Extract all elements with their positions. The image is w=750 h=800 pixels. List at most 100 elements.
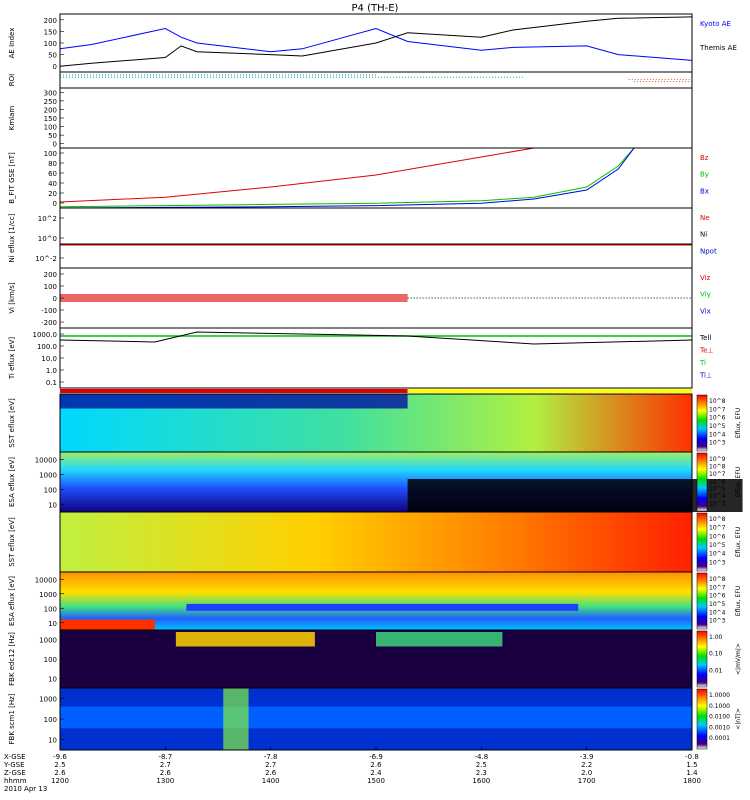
y-tick-label: 100 [44, 283, 57, 291]
colorbar-tick: 1.0000 [709, 692, 730, 699]
footer-value: -0.8 [685, 753, 699, 761]
legend-entry: Vix [700, 307, 711, 315]
footer-value: 2.0 [581, 769, 592, 777]
colorbar-tick: 10^4 [709, 493, 726, 500]
spectrogram-band [60, 706, 692, 729]
y-tick-label: 0 [53, 200, 57, 208]
footer-date: 2010 Apr 13 [4, 785, 47, 793]
y-tick-label: 200 [44, 106, 57, 114]
footer-time-value: 1600 [472, 777, 490, 785]
footer-value: 2.6 [370, 761, 382, 769]
y-axis-label-12: FBK scm1 [Hz] [8, 693, 16, 744]
colorbar-tick: 0.01 [709, 667, 723, 674]
y-tick-label: 100 [44, 716, 57, 724]
y-tick-label: 1000.0 [33, 331, 58, 339]
series-line-kyoto-ae [59, 27, 693, 61]
legend-entry: Kyoto AE [700, 20, 731, 28]
legend-entry: Tell [699, 334, 711, 342]
legend-entry: Npot [700, 247, 717, 255]
panel-frame-4 [59, 207, 693, 269]
panel-0: AE Index 0 50 100 150 200 Kyoto AE Themis AE [8, 13, 737, 73]
y-tick-label: 1000 [39, 591, 57, 599]
y-tick-label: -200 [41, 319, 57, 327]
y-tick-label: 200 [44, 17, 57, 25]
colorbar [696, 512, 708, 572]
y-tick-label: 150 [44, 115, 57, 123]
y-axis-label-9: SST eflux [eV] [8, 517, 16, 567]
quality-bar [60, 389, 692, 393]
series-line-by [59, 147, 635, 208]
y-tick-label: 100 [44, 124, 57, 132]
footer-value: 1.4 [686, 769, 698, 777]
colorbar-tick: 10^3 [709, 501, 726, 508]
colorbar-tick: 0.1000 [709, 703, 730, 710]
colorbar [696, 572, 708, 630]
spectrogram-fill [60, 512, 692, 572]
spectrogram-fill [60, 572, 692, 630]
colorbar-tick: 10^6 [709, 593, 726, 600]
colorbar [696, 688, 708, 750]
footer-time-value: 1500 [367, 777, 385, 785]
colorbar-tick: 10^5 [709, 486, 726, 493]
footer-time-value: 1700 [578, 777, 596, 785]
colorbar-tick: 10^6 [709, 478, 726, 485]
y-tick-label: 10 [48, 502, 57, 510]
series-line-tell [59, 331, 693, 345]
panel-6: Ti eflux [eV] 0.1 1.0 10.0 100.0 1000.0 Tell Te… [8, 327, 714, 389]
legend-entry: Bx [700, 187, 709, 195]
footer-value: 2.5 [54, 761, 65, 769]
footer-row-label: Y-GSE [3, 761, 25, 769]
footer-time-value: 1800 [683, 777, 701, 785]
panel-4: Ni eflux [1/cc] 10^-2 10^0 10^2 Ne Ni Npot [8, 207, 717, 269]
colorbar-label: <|mV/m|> [735, 643, 742, 675]
plot-title: P4 (TH-E) [352, 3, 399, 14]
colorbar-tick: 0.0100 [709, 714, 730, 721]
y-tick-label: 100 [44, 605, 57, 613]
panel-10: 10^810^7 10^610^510^4 10^3 Eflux, EFU ESA ef… [8, 571, 742, 631]
y-axis-label-2: Kmlam [8, 106, 16, 131]
quality-bar-yellow [407, 389, 692, 393]
colorbar-tick: 10^8 [709, 398, 726, 405]
spectrogram-band [186, 603, 579, 611]
y-tick-label: 100.0 [37, 343, 57, 351]
y-axis-label-4: Ni eflux [1/cc] [8, 213, 16, 262]
colorbar-tick: 10^3 [709, 440, 726, 447]
y-tick-label: 0.1 [46, 379, 57, 387]
legend-entry: By [700, 171, 709, 179]
colorbar-tick: 10^5 [709, 542, 726, 549]
footer-value: 2.5 [476, 761, 487, 769]
panel-9: 10^8 10^710^6 10^5 10^410^3 Eflux, EFU SST ef… [8, 511, 742, 573]
colorbar-label: Eflux, EFU [735, 586, 742, 616]
ephemeris-footer: X-GSE -9.6 -8.7 -7.8 -6.9 -4.8 -3.9 -0.8 Y-GSE 2.… [3, 753, 701, 793]
y-tick-label: 10 [48, 737, 57, 745]
colorbar-tick: 10^3 [709, 559, 726, 566]
colorbar-tick: 10^5 [709, 601, 726, 608]
y-tick-label: -100 [41, 307, 57, 315]
footer-value: 2.2 [581, 761, 592, 769]
colorbar-tick: 10^7 [709, 471, 726, 478]
colorbar-tick: 10^8 [709, 516, 726, 523]
velocity-noise [60, 294, 408, 302]
legend-entry: Ne [700, 214, 710, 222]
y-tick-label: 1000 [39, 695, 57, 703]
colorbar-tick: 10^7 [709, 525, 726, 532]
y-tick-label: 100 [44, 40, 57, 48]
colorbar-tick: 10^4 [709, 551, 726, 558]
y-tick-label: 10^0 [38, 235, 57, 243]
y-tick-label: 1000 [39, 472, 57, 480]
spectrogram-band [60, 394, 408, 409]
spectrogram-band [376, 632, 503, 647]
y-tick-label: 10000 [35, 457, 57, 465]
legend-entry: Te⊥ [699, 347, 714, 355]
y-tick-label: 0 [53, 295, 57, 303]
footer-value: 2.3 [476, 769, 487, 777]
y-tick-label: 40 [48, 180, 57, 188]
y-tick-label: 1.0 [46, 367, 57, 375]
footer-time-value: 1400 [262, 777, 280, 785]
panel-3: B_FIT GSE [nT] 0 20 40 60 80 100 Bz By Bx [8, 147, 709, 209]
footer-time-value: 1300 [156, 777, 174, 785]
footer-row-label: Z-GSE [4, 769, 26, 777]
